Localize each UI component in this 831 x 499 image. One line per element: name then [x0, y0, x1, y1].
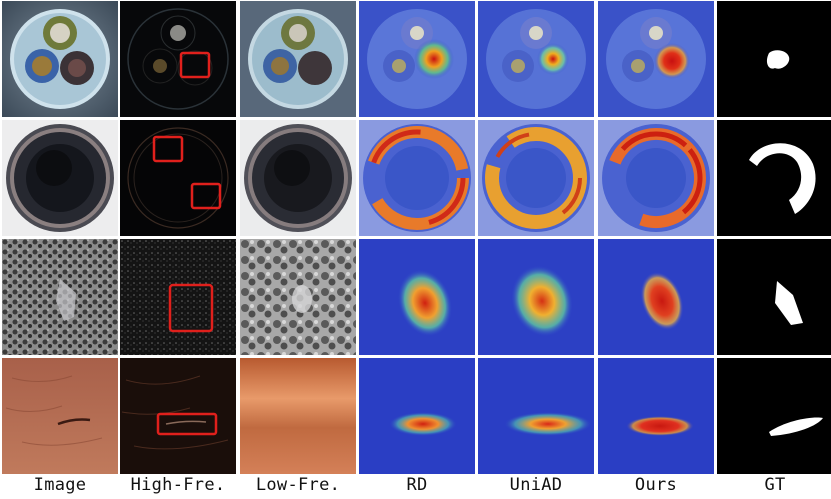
- column-label-ours: Ours: [634, 475, 678, 495]
- row4-uniad: [478, 358, 594, 474]
- row1-gt: [717, 1, 831, 117]
- row2-highlight-box-1: [152, 135, 184, 163]
- row1-rd: [359, 1, 475, 117]
- row1-image: [2, 1, 118, 117]
- row4-high-freq: [120, 358, 236, 474]
- row2-rd: [359, 120, 475, 236]
- row4-rd: [359, 358, 475, 474]
- row2-ours: [598, 120, 714, 236]
- column-label-rd: RD: [406, 475, 428, 495]
- row3-uniad: [478, 239, 594, 355]
- column-label-image: Image: [33, 475, 87, 495]
- row2-uniad: [478, 120, 594, 236]
- row2-low-freq: [240, 120, 356, 236]
- row4-image: [2, 358, 118, 474]
- row1-high-freq: [120, 1, 236, 117]
- row2-high-freq: [120, 120, 236, 236]
- row1-low-freq: [240, 1, 356, 117]
- column-label-high-freq: High-Fre.: [130, 475, 226, 495]
- row3-low-freq: [240, 239, 356, 355]
- row4-gt: [717, 358, 831, 474]
- row4-highlight-box: [156, 412, 218, 436]
- row2-image: [2, 120, 118, 236]
- row3-rd: [359, 239, 475, 355]
- row1-ours: [598, 1, 714, 117]
- row4-gt-mask: [769, 417, 823, 436]
- row3-gt: [717, 239, 831, 355]
- figure-grid: [2, 1, 831, 474]
- row3-ours: [598, 239, 714, 355]
- row1-highlight-box: [179, 51, 211, 79]
- row2-gt-mask: [749, 143, 816, 214]
- row3-gt-mask: [775, 281, 803, 325]
- row3-highlight-box: [168, 283, 214, 333]
- row3-image: [2, 239, 118, 355]
- column-label-uniad: UniAD: [509, 475, 563, 495]
- row2-highlight-box-2: [190, 182, 222, 210]
- row4-low-freq: [240, 358, 356, 474]
- row2-gt: [717, 120, 831, 236]
- row1-uniad: [478, 1, 594, 117]
- row3-high-freq: [120, 239, 236, 355]
- column-label-low-freq: Low-Fre.: [255, 475, 341, 495]
- row1-gt-mask: [766, 50, 790, 69]
- column-label-gt: GT: [764, 475, 786, 495]
- row4-ours: [598, 358, 714, 474]
